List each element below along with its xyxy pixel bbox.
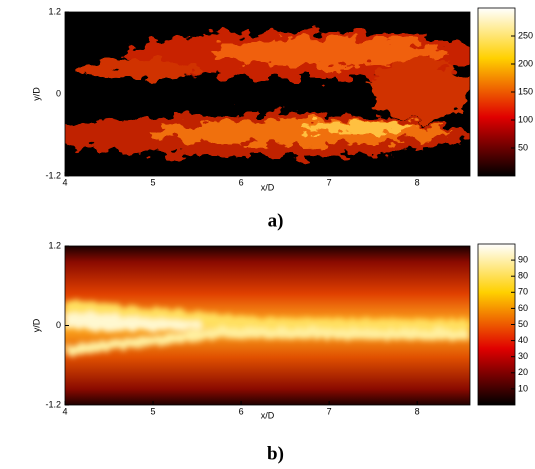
x-tick-label: 5 (151, 406, 156, 416)
y-tick-label: -1.2 (45, 399, 61, 409)
colorbar-tick-label: 250 (518, 30, 533, 40)
x-axis-label: x/D (261, 410, 275, 420)
colorbar-tick-label: 80 (518, 271, 528, 281)
heatmap-field (65, 246, 470, 405)
heatmap-field (65, 12, 470, 176)
x-tick-label: 4 (62, 177, 67, 187)
y-tick-label: 1.2 (48, 6, 61, 16)
colorbar-tick-label: 100 (518, 114, 533, 124)
y-tick-label: 0 (56, 320, 61, 330)
x-tick-label: 7 (327, 406, 332, 416)
panel-label: b) (267, 443, 284, 464)
colorbar-tick-label: 60 (518, 303, 528, 313)
colorbar-tick-label: 150 (518, 86, 533, 96)
x-tick-label: 8 (415, 406, 420, 416)
colorbar-tick-label: 90 (518, 254, 528, 264)
x-tick-label: 8 (415, 177, 420, 187)
panel-label: a) (268, 210, 284, 231)
y-tick-label: 0 (56, 88, 61, 98)
colorbar-tick-label: 10 (518, 383, 528, 393)
y-axis-label: y/D (31, 87, 41, 101)
colorbar-tick-label: 30 (518, 351, 528, 361)
x-tick-label: 7 (327, 177, 332, 187)
y-tick-label: -1.2 (45, 170, 61, 180)
colorbar-tick-label: 50 (518, 142, 528, 152)
colorbar-tick-label: 70 (518, 287, 528, 297)
x-tick-label: 6 (239, 406, 244, 416)
y-tick-label: 1.2 (48, 240, 61, 250)
x-tick-label: 6 (239, 177, 244, 187)
colorbar (477, 243, 516, 406)
colorbar-tick-label: 50 (518, 319, 528, 329)
colorbar-tick-label: 200 (518, 58, 533, 68)
x-axis-label: x/D (261, 182, 275, 192)
x-tick-label: 5 (151, 177, 156, 187)
x-tick-label: 4 (62, 406, 67, 416)
colorbar (477, 7, 516, 177)
y-axis-label: y/D (31, 318, 41, 332)
colorbar-tick-label: 40 (518, 335, 528, 345)
colorbar-tick-label: 20 (518, 367, 528, 377)
